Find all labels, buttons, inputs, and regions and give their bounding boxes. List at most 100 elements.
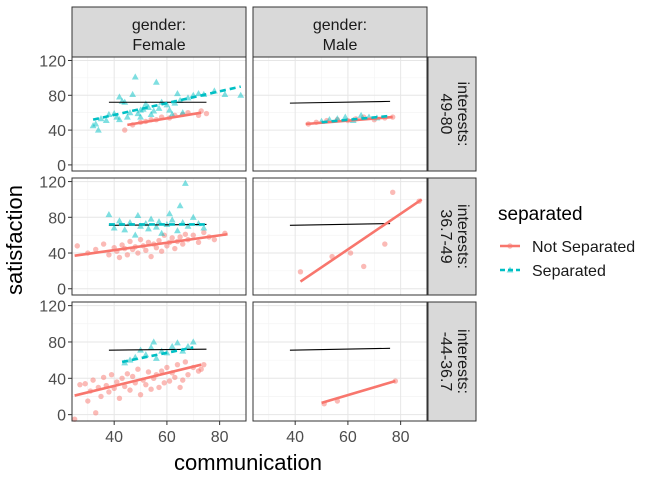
col-strip-background xyxy=(252,6,428,58)
data-point-not-separated xyxy=(182,231,189,237)
row-strip-background xyxy=(427,301,477,422)
y-tick-label: 0 xyxy=(57,158,66,175)
fit-line-separated xyxy=(121,346,194,364)
data-point-separated xyxy=(94,126,102,133)
data-point-not-separated xyxy=(211,236,218,243)
x-tick-label: 80 xyxy=(211,429,229,446)
data-point-not-separated xyxy=(158,368,165,374)
fit-line-not-separated xyxy=(321,379,396,405)
data-point-not-separated xyxy=(172,374,178,381)
data-point-not-separated xyxy=(172,245,178,252)
x-tick-label: 60 xyxy=(158,429,176,446)
data-point-separated xyxy=(357,111,365,118)
row-strip-label: -44-36.7 xyxy=(437,332,454,392)
data-point-separated xyxy=(168,216,176,223)
data-point-not-separated xyxy=(122,383,128,390)
data-point-separated xyxy=(92,120,100,127)
data-point-separated xyxy=(179,109,187,116)
panel-r1-c0 xyxy=(71,177,247,296)
data-point-not-separated xyxy=(90,377,96,383)
data-point-not-separated xyxy=(156,237,162,244)
data-point-not-separated xyxy=(93,246,99,253)
data-point-not-separated xyxy=(74,243,80,249)
data-point-not-separated xyxy=(122,127,128,133)
y-tick-label: 80 xyxy=(48,88,66,105)
data-point-not-separated xyxy=(390,189,396,195)
data-point-separated xyxy=(237,91,245,98)
data-point-not-separated xyxy=(98,393,104,400)
col-strip-label: gender: xyxy=(132,17,186,34)
data-point-not-separated xyxy=(116,254,123,261)
data-point-not-separated xyxy=(180,377,186,383)
data-point-not-separated xyxy=(143,381,149,388)
data-point-separated xyxy=(181,179,189,186)
x-tick-label: 40 xyxy=(105,429,123,446)
y-axis-title: satisfaction xyxy=(2,185,27,295)
data-point-not-separated xyxy=(180,241,186,247)
legend-key-point xyxy=(507,243,513,249)
data-point-separated xyxy=(184,222,192,229)
data-point-not-separated xyxy=(361,263,367,270)
y-tick-label: 40 xyxy=(48,123,66,140)
x-tick-label: 80 xyxy=(392,429,410,446)
data-point-not-separated xyxy=(190,232,196,238)
data-point-separated xyxy=(341,113,349,120)
row-strip-2: interests:-44-36.7 xyxy=(427,301,477,422)
y-tick-label: 120 xyxy=(39,53,66,70)
data-point-separated xyxy=(152,223,160,230)
data-point-separated xyxy=(147,215,155,222)
panel-r2-c1 xyxy=(252,301,428,422)
data-point-separated xyxy=(147,110,155,117)
col-strip-label: gender: xyxy=(313,17,367,34)
data-point-separated xyxy=(152,354,160,361)
data-point-not-separated xyxy=(203,110,210,117)
data-point-not-separated xyxy=(143,247,149,254)
legend-entry-separated: Separated xyxy=(500,263,606,280)
data-point-not-separated xyxy=(185,371,191,378)
data-point-not-separated xyxy=(129,373,136,380)
data-point-not-separated xyxy=(164,364,170,371)
y-tick-label: 80 xyxy=(48,210,66,227)
fit-line-not-separated xyxy=(305,115,393,126)
data-point-separated xyxy=(116,116,123,123)
legend-entries: Not Separated Separated xyxy=(500,239,635,280)
legend-entry-label: Not Separated xyxy=(532,239,635,256)
data-point-separated xyxy=(134,211,142,219)
data-point-separated xyxy=(152,78,160,85)
panel-r1-c1 xyxy=(252,177,428,296)
data-point-separated xyxy=(150,338,158,345)
x-tick-label: 60 xyxy=(339,429,357,446)
legend-entry-label: Separated xyxy=(532,263,606,280)
x-axis-title: communication xyxy=(174,450,322,475)
panel-r2-c0 xyxy=(71,301,247,422)
data-point-separated xyxy=(102,116,110,124)
data-point-not-separated xyxy=(153,244,160,251)
data-point-not-separated xyxy=(145,369,152,375)
panel-border xyxy=(252,177,428,296)
data-point-not-separated xyxy=(137,236,144,243)
data-point-separated xyxy=(176,96,184,104)
data-point-separated xyxy=(184,342,192,350)
data-point-not-separated xyxy=(100,241,107,247)
col-strip-0: gender: Female xyxy=(71,6,247,58)
y-tick-label: 0 xyxy=(57,408,66,425)
data-point-separated xyxy=(155,218,163,225)
row-strip-0: interests:49-80 xyxy=(427,56,477,172)
data-point-separated xyxy=(326,116,333,123)
data-point-separated xyxy=(110,224,118,231)
y-tick-label: 0 xyxy=(57,282,66,299)
data-point-separated xyxy=(123,113,131,120)
x-tick-label: 40 xyxy=(286,429,304,446)
data-point-separated xyxy=(176,202,184,209)
data-point-not-separated xyxy=(297,269,304,275)
data-point-separated xyxy=(131,231,139,238)
data-point-not-separated xyxy=(106,252,112,258)
row-strip-background xyxy=(427,56,477,172)
fit-line-separated xyxy=(321,114,388,124)
row-strip-label: 36.7-49 xyxy=(437,209,454,263)
data-point-not-separated xyxy=(100,374,107,381)
data-point-separated xyxy=(189,213,197,220)
data-point-separated xyxy=(134,109,142,117)
data-point-not-separated xyxy=(166,378,173,384)
